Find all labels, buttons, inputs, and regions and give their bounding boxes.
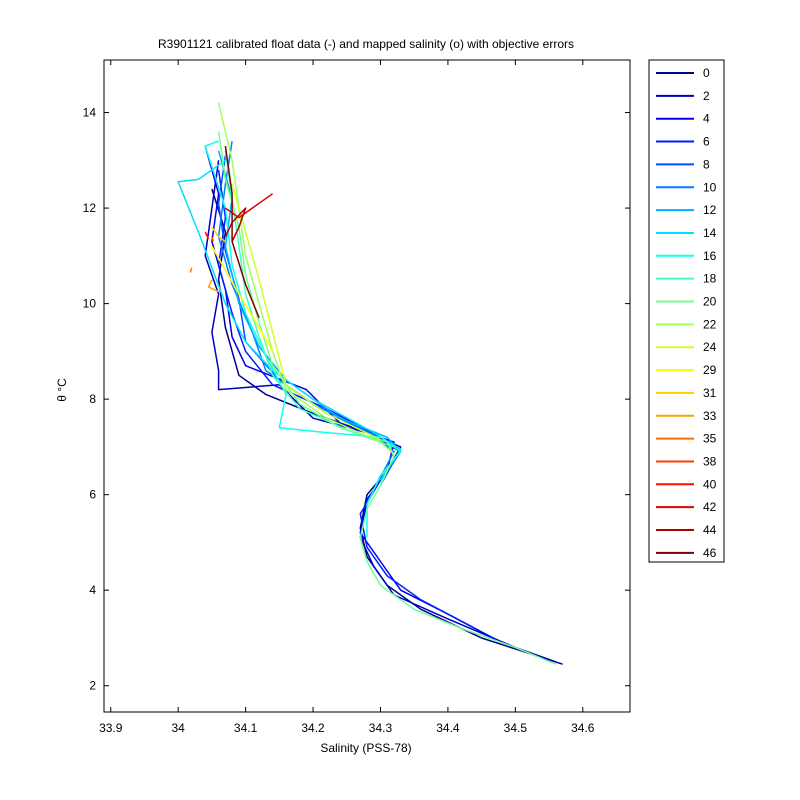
legend-label-46: 46 (703, 546, 717, 560)
series-layer (177, 102, 563, 665)
series-line-33 (207, 279, 219, 293)
series-line-24 (231, 183, 381, 441)
y-tick-label: 14 (83, 106, 97, 120)
x-tick-label: 34.2 (301, 721, 325, 735)
series-line-20 (217, 131, 557, 665)
legend-label-42: 42 (703, 500, 717, 514)
legend-label-10: 10 (703, 180, 717, 194)
legend-label-4: 4 (703, 112, 710, 126)
legend-label-8: 8 (703, 157, 710, 171)
legend-label-24: 24 (703, 340, 717, 354)
series-line-38 (211, 236, 214, 242)
series-line-0 (211, 188, 563, 665)
legend-label-44: 44 (703, 523, 717, 537)
x-tick-label: 34.3 (369, 721, 393, 735)
series-line-29 (211, 245, 274, 352)
y-tick-label: 8 (89, 392, 96, 406)
y-tick-label: 4 (89, 583, 96, 597)
legend-label-29: 29 (703, 363, 717, 377)
ticks-layer: 33.9 34 34.1 34.2 34.3 34.4 34.5 34.6 2 4 6 8 10 12 14 (83, 60, 630, 735)
chart-title: R3901121 calibrated float data (-) and m… (158, 37, 574, 51)
x-tick-label: 34.1 (234, 721, 258, 735)
legend-label-38: 38 (703, 454, 717, 468)
legend-label-0: 0 (703, 66, 710, 80)
series-line-35 (189, 267, 193, 273)
series-line-16 (204, 140, 402, 538)
y-axis-label: θ °C (55, 378, 69, 402)
legend-label-2: 2 (703, 89, 710, 103)
y-tick-label: 12 (83, 201, 97, 215)
y-tick-label: 2 (89, 679, 96, 693)
legend-label-20: 20 (703, 295, 717, 309)
series-line-40 (204, 231, 210, 240)
legend-label-18: 18 (703, 272, 717, 286)
legend-label-31: 31 (703, 386, 717, 400)
legend-label-22: 22 (703, 317, 717, 331)
legend-label-12: 12 (703, 203, 717, 217)
y-tick-label: 10 (83, 297, 97, 311)
series-line-44 (224, 207, 247, 242)
legend-label-16: 16 (703, 249, 717, 263)
legend-label-14: 14 (703, 226, 717, 240)
axes-box (103, 59, 631, 713)
y-tick-label: 6 (89, 488, 96, 502)
x-tick-label: 34.6 (571, 721, 595, 735)
x-tick-label: 34.5 (504, 721, 528, 735)
legend-label-6: 6 (703, 135, 710, 149)
series-line-46 (224, 145, 260, 319)
series-line-22 (217, 102, 395, 455)
legend-label-40: 40 (703, 477, 717, 491)
x-tick-label: 34.4 (436, 721, 460, 735)
x-tick-label: 34 (171, 721, 185, 735)
legend-label-33: 33 (703, 409, 717, 423)
legend-label-35: 35 (703, 432, 717, 446)
plot-area: 33.9 34 34.1 34.2 34.3 34.4 34.5 34.6 2 4 6 8 10 12 14 (83, 59, 631, 735)
legend-box (648, 59, 725, 563)
x-axis-label: Salinity (PSS-78) (320, 741, 411, 755)
series-line-31 (211, 226, 226, 243)
x-tick-label: 33.9 (99, 721, 123, 735)
